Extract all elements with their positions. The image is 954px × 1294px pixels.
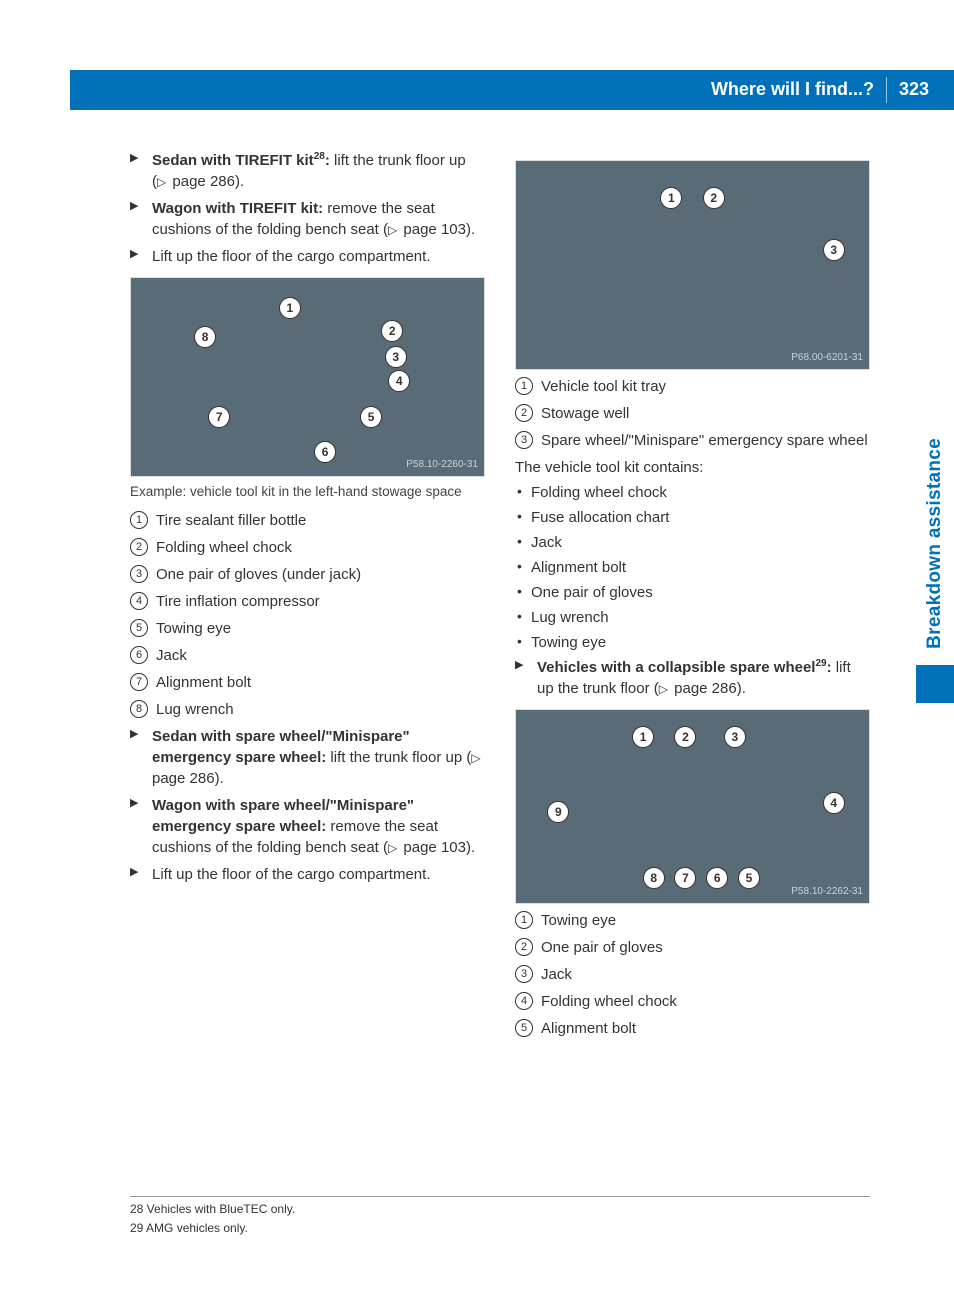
callout-pin: 1	[632, 726, 654, 748]
callout-item: 3One pair of gloves (under jack)	[130, 564, 485, 585]
contains-label: The vehicle tool kit contains:	[515, 457, 870, 478]
callout-item: 3Spare wheel/"Minispare" emergency spare…	[515, 430, 870, 451]
step-list: Vehicles with a collapsible spare wheel2…	[515, 657, 870, 699]
callout-item: 1Tire sealant filler bottle	[130, 510, 485, 531]
callout-pin: 8	[643, 867, 665, 889]
figure-collapsible-wheel: P58.10-2262-31 12 3 4 5678 9	[515, 709, 870, 904]
step-item: Vehicles with a collapsible spare wheel2…	[515, 657, 870, 699]
callout-pin: 2	[381, 320, 403, 342]
footnotes: 28 Vehicles with BlueTEC only. 29 AMG veh…	[130, 1192, 870, 1239]
callout-pin: 2	[674, 726, 696, 748]
bullet-item: Alignment bolt	[515, 557, 870, 578]
callout-item: 3Jack	[515, 964, 870, 985]
step-list: Sedan with TIREFIT kit28: lift the trunk…	[130, 150, 485, 267]
callout-item: 2One pair of gloves	[515, 937, 870, 958]
footnote-rule	[130, 1196, 870, 1197]
callout-item: 1Vehicle tool kit tray	[515, 376, 870, 397]
callout-item: 4Folding wheel chock	[515, 991, 870, 1012]
right-column: P68.00-6201-31 123 1Vehicle tool kit tra…	[515, 150, 870, 1045]
callout-list: 1Towing eye 2One pair of gloves 3Jack 4Fold…	[515, 910, 870, 1039]
callout-pin: 5	[738, 867, 760, 889]
step-item: Lift up the floor of the cargo compartme…	[130, 246, 485, 267]
callout-item: 5Alignment bolt	[515, 1018, 870, 1039]
bullet-item: Jack	[515, 532, 870, 553]
callout-pin: 8	[194, 326, 216, 348]
callout-pin: 2	[703, 187, 725, 209]
footnote: 28 Vehicles with BlueTEC only.	[130, 1201, 870, 1218]
callout-pin: 3	[724, 726, 746, 748]
page-number: 323	[886, 77, 929, 102]
figure-code: P68.00-6201-31	[791, 351, 863, 365]
figure-code: P58.10-2260-31	[406, 458, 478, 472]
step-item: Wagon with TIREFIT kit: remove the seat …	[130, 198, 485, 240]
callout-pin: 1	[660, 187, 682, 209]
callout-list: 1Tire sealant filler bottle 2Folding whee…	[130, 510, 485, 720]
callout-pin: 6	[314, 441, 336, 463]
callout-pin: 7	[208, 406, 230, 428]
callout-pin: 6	[706, 867, 728, 889]
callout-item: 7Alignment bolt	[130, 672, 485, 693]
bullet-item: One pair of gloves	[515, 582, 870, 603]
callout-pin: 3	[385, 346, 407, 368]
page-title: Where will I find...?	[711, 77, 874, 102]
callout-list: 1Vehicle tool kit tray 2Stowage well 3Spar…	[515, 376, 870, 451]
bullet-list: Folding wheel chock Fuse allocation chart…	[515, 482, 870, 653]
step-item: Sedan with TIREFIT kit28: lift the trunk…	[130, 150, 485, 192]
figure-tool-kit: P58.10-2260-31 1 2 345 6 7 8	[130, 277, 485, 477]
footnote: 29 AMG vehicles only.	[130, 1220, 870, 1237]
callout-pin: 5	[360, 406, 382, 428]
section-tab: Breakdown assistance	[916, 432, 954, 703]
bullet-item: Folding wheel chock	[515, 482, 870, 503]
page-content: Sedan with TIREFIT kit28: lift the trunk…	[130, 150, 870, 1045]
figure-code: P58.10-2262-31	[791, 885, 863, 899]
callout-pin: 4	[823, 792, 845, 814]
step-list: Sedan with spare wheel/"Minispare" emerg…	[130, 726, 485, 885]
callout-item: 1Towing eye	[515, 910, 870, 931]
callout-pin: 3	[823, 239, 845, 261]
bullet-item: Fuse allocation chart	[515, 507, 870, 528]
bullet-item: Lug wrench	[515, 607, 870, 628]
callout-item: 2Stowage well	[515, 403, 870, 424]
section-tab-label: Breakdown assistance	[922, 432, 949, 655]
step-item: Lift up the floor of the cargo compartme…	[130, 864, 485, 885]
callout-pin: 7	[674, 867, 696, 889]
step-item: Wagon with spare wheel/"Minispare" emerg…	[130, 795, 485, 858]
left-column: Sedan with TIREFIT kit28: lift the trunk…	[130, 150, 485, 1045]
callout-item: 2Folding wheel chock	[130, 537, 485, 558]
callout-item: 8Lug wrench	[130, 699, 485, 720]
bullet-item: Towing eye	[515, 632, 870, 653]
figure-caption: Example: vehicle tool kit in the left-ha…	[130, 483, 485, 502]
callout-pin: 1	[279, 297, 301, 319]
section-tab-marker	[916, 665, 954, 703]
header-bar: Where will I find...? 323	[70, 70, 954, 110]
callout-item: 5Towing eye	[130, 618, 485, 639]
callout-pin: 9	[547, 801, 569, 823]
figure-spare-wheel: P68.00-6201-31 12 3	[515, 160, 870, 370]
callout-pin: 4	[388, 370, 410, 392]
callout-item: 6Jack	[130, 645, 485, 666]
step-item: Sedan with spare wheel/"Minispare" emerg…	[130, 726, 485, 789]
callout-item: 4Tire inflation compressor	[130, 591, 485, 612]
